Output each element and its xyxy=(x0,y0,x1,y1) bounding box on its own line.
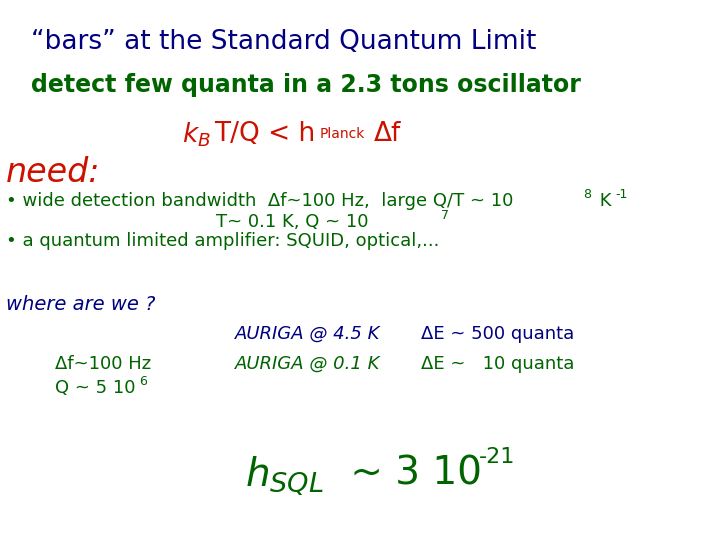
Text: • wide detection bandwidth  Δf~100 Hz,  large Q/T ~ 10: • wide detection bandwidth Δf~100 Hz, la… xyxy=(6,192,513,211)
Text: Δf~100 Hz: Δf~100 Hz xyxy=(55,355,151,373)
Text: 7: 7 xyxy=(441,210,449,222)
Text: $k_B$: $k_B$ xyxy=(181,121,211,149)
Text: need:: need: xyxy=(6,156,101,188)
Text: AURIGA @ 4.5 K: AURIGA @ 4.5 K xyxy=(235,325,381,343)
Text: T~ 0.1 K, Q ~ 10: T~ 0.1 K, Q ~ 10 xyxy=(216,213,369,231)
Text: ΔE ~ 500 quanta: ΔE ~ 500 quanta xyxy=(420,325,574,343)
Text: “bars” at the Standard Quantum Limit: “bars” at the Standard Quantum Limit xyxy=(31,29,536,55)
Text: • a quantum limited amplifier: SQUID, optical,...: • a quantum limited amplifier: SQUID, op… xyxy=(6,232,440,250)
Text: ~ 3 10: ~ 3 10 xyxy=(338,454,482,492)
Text: Q ~ 5 10: Q ~ 5 10 xyxy=(55,380,135,397)
Text: -21: -21 xyxy=(480,447,516,467)
Text: $h_{SQL}$: $h_{SQL}$ xyxy=(246,454,324,497)
Text: Planck: Planck xyxy=(319,127,364,141)
Text: AURIGA @ 0.1 K: AURIGA @ 0.1 K xyxy=(235,355,381,373)
Text: 8: 8 xyxy=(583,188,592,201)
Text: T/Q < h: T/Q < h xyxy=(214,121,315,147)
Text: 6: 6 xyxy=(139,375,147,388)
Text: where are we ?: where are we ? xyxy=(6,295,156,314)
Text: -1: -1 xyxy=(616,188,628,201)
Text: detect few quanta in a 2.3 tons oscillator: detect few quanta in a 2.3 tons oscillat… xyxy=(31,73,580,97)
Text: Δf: Δf xyxy=(374,121,401,147)
Text: K: K xyxy=(594,192,612,211)
Text: ΔE ~   10 quanta: ΔE ~ 10 quanta xyxy=(420,355,574,373)
